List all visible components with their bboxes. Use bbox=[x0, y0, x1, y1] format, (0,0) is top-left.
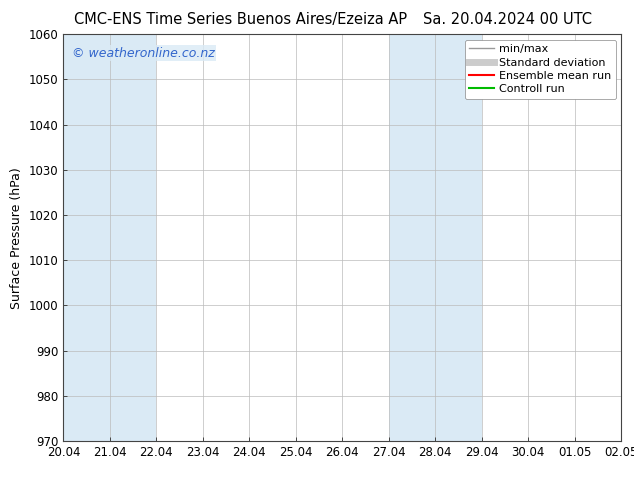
Y-axis label: Surface Pressure (hPa): Surface Pressure (hPa) bbox=[10, 167, 23, 309]
Bar bbox=[389, 34, 482, 441]
Text: Sa. 20.04.2024 00 UTC: Sa. 20.04.2024 00 UTC bbox=[423, 12, 592, 27]
Bar bbox=[63, 34, 157, 441]
Legend: min/max, Standard deviation, Ensemble mean run, Controll run: min/max, Standard deviation, Ensemble me… bbox=[465, 40, 616, 99]
Text: © weatheronline.co.nz: © weatheronline.co.nz bbox=[72, 47, 214, 59]
Text: CMC-ENS Time Series Buenos Aires/Ezeiza AP: CMC-ENS Time Series Buenos Aires/Ezeiza … bbox=[74, 12, 408, 27]
